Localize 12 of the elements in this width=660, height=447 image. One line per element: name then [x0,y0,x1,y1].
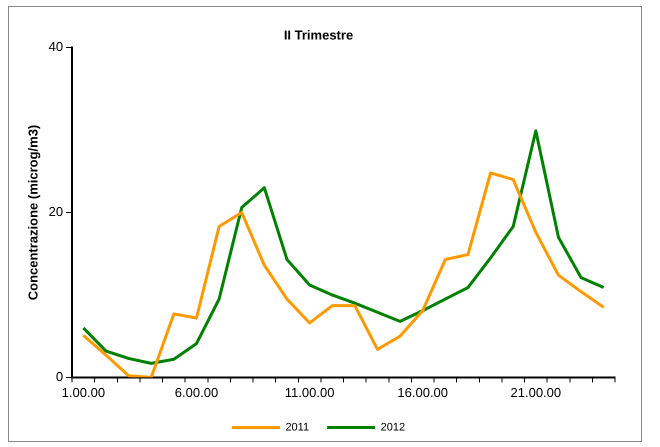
y-tick-label: 0 [56,368,64,384]
y-axis-title: Concentrazione (microg/m3) [25,124,40,300]
y-tick-label: 20 [48,204,64,220]
x-tick-label: 1.00.00 [62,384,106,400]
chart-title: II Trimestre [284,27,354,42]
x-tick-label: 21.00.00 [510,384,562,400]
legend-label: 2011 [285,422,310,434]
x-tick-label: 6.00.00 [174,384,218,400]
y-tick-label: 40 [48,39,64,54]
x-tick-label: 11.00.00 [284,384,334,400]
legend-label: 2012 [380,422,406,434]
x-tick-label: 16.00.00 [397,384,448,400]
